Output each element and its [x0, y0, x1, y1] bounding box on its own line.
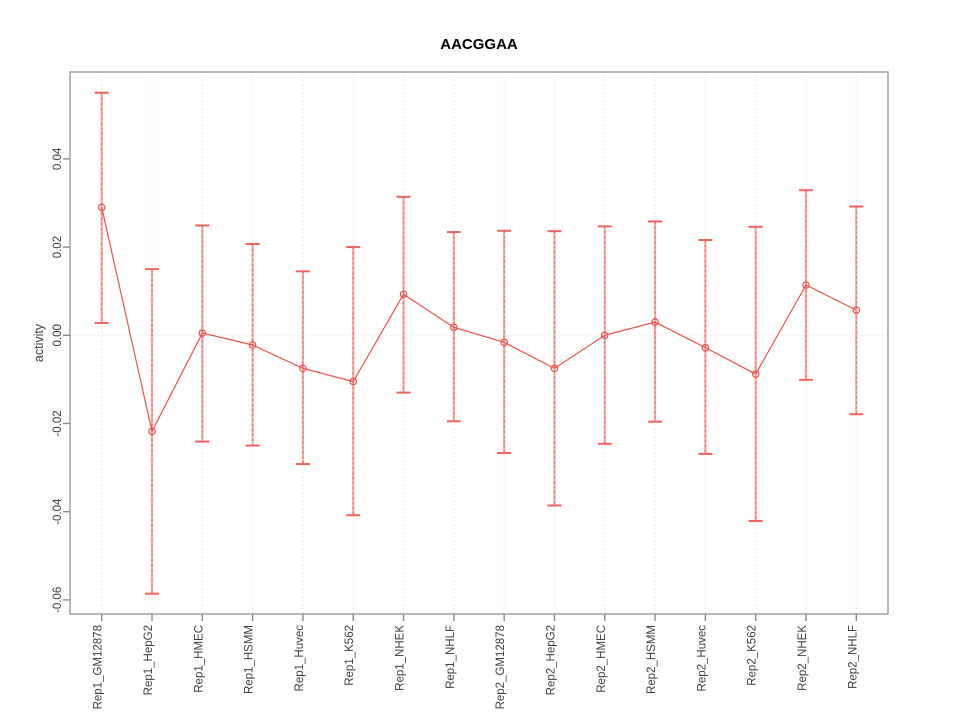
- data-point: [198, 329, 207, 337]
- data-point: [500, 338, 508, 347]
- x-tick-label: Rep2_Huvec: [696, 625, 708, 692]
- x-tick-label: Rep1_NHLF: [445, 625, 457, 689]
- data-point: [751, 370, 760, 378]
- data-point: [97, 203, 106, 212]
- data-point: [651, 318, 659, 326]
- y-axis-title: activity: [32, 323, 46, 362]
- data-point: [299, 364, 307, 373]
- chart-title: AACGGAA: [440, 36, 518, 53]
- x-tick-label: Rep1_HMEC: [193, 625, 205, 693]
- x-tick-label: Rep1_GM12878: [93, 625, 105, 709]
- data-point: [852, 306, 861, 314]
- x-tick-label: Rep2_HepG2: [545, 625, 557, 695]
- y-tick-label: 0.00: [52, 324, 64, 346]
- x-tick-label: Rep1_HepG2: [143, 625, 155, 695]
- x-tick-label: Rep1_K562: [344, 625, 356, 686]
- data-point: [701, 343, 710, 352]
- data-point: [399, 290, 408, 299]
- data-point: [148, 427, 156, 436]
- y-tick-label: 0.02: [52, 236, 64, 258]
- x-tick-label: Rep2_HSMM: [646, 625, 658, 694]
- series-line: [101, 207, 857, 434]
- y-tick-label: -0.04: [52, 498, 64, 525]
- data-point: [349, 377, 358, 386]
- x-tick-label: Rep2_K562: [747, 625, 759, 686]
- x-tick-label: Rep1_Huvec: [294, 625, 306, 692]
- data-point: [450, 323, 458, 332]
- data-point: [550, 364, 559, 373]
- data-point: [802, 281, 810, 289]
- y-tick-label: -0.06: [52, 587, 64, 613]
- x-tick-label: Rep1_NHEK: [395, 625, 407, 691]
- data-point: [248, 341, 257, 349]
- plot-box: [69, 71, 889, 615]
- x-tick-label: Rep2_NHEK: [797, 625, 809, 691]
- x-tick-label: Rep2_HMEC: [596, 625, 608, 693]
- y-tick-label: 0.04: [52, 147, 64, 170]
- y-tick-label: -0.02: [52, 410, 64, 436]
- data-point: [600, 331, 609, 340]
- chart-generated-layer: 0.04 0.02 0.00 -0.02 -0.04 -0.06 Rep1_GM12878 R…: [52, 71, 889, 709]
- x-tick-label: Rep1_HSMM: [244, 625, 256, 694]
- x-tick-label: Rep2_GM12878: [495, 625, 507, 709]
- x-tick-label: Rep2_NHLF: [847, 625, 859, 689]
